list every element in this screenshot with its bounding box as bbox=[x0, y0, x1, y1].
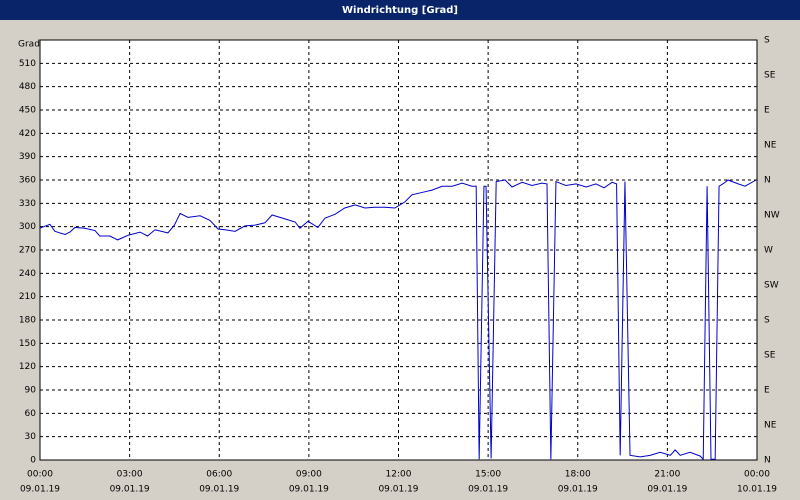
y2-tick-label: NW bbox=[764, 211, 780, 221]
plot-border bbox=[39, 39, 758, 461]
x-tick-date: 10.01.19 bbox=[737, 485, 777, 495]
y-tick-label: 90 bbox=[25, 386, 37, 396]
y2-tick-label: NE bbox=[764, 141, 777, 151]
y-axis-label: Grad bbox=[18, 40, 40, 50]
x-tick-date: 09.01.19 bbox=[647, 485, 687, 495]
y2-tick-label: SE bbox=[764, 71, 776, 81]
x-tick-label: 21:00 bbox=[654, 470, 680, 480]
x-tick-date: 09.01.19 bbox=[289, 485, 329, 495]
y-tick-label: 450 bbox=[19, 106, 36, 116]
y2-tick-label: W bbox=[764, 246, 773, 256]
y-tick-label: 240 bbox=[19, 269, 36, 279]
title-bar bbox=[0, 0, 800, 20]
y2-tick-label: N bbox=[764, 456, 771, 466]
x-tick-label: 06:00 bbox=[206, 470, 232, 480]
y-tick-label: 60 bbox=[25, 409, 37, 419]
x-tick-date: 09.01.19 bbox=[110, 485, 150, 495]
y2-tick-label: E bbox=[764, 106, 770, 116]
x-tick-label: 03:00 bbox=[117, 470, 143, 480]
y-tick-label: 30 bbox=[25, 432, 37, 442]
y-tick-label: 420 bbox=[19, 129, 36, 139]
y-tick-label: 120 bbox=[19, 362, 36, 372]
x-tick-date: 09.01.19 bbox=[468, 485, 508, 495]
y-tick-label: 510 bbox=[19, 59, 36, 69]
x-tick-label: 15:00 bbox=[475, 470, 501, 480]
y-tick-label: 390 bbox=[19, 152, 36, 162]
y-tick-label: 300 bbox=[19, 222, 36, 232]
y-tick-label: 180 bbox=[19, 316, 36, 326]
y2-tick-label: NE bbox=[764, 421, 777, 431]
y-tick-label: 270 bbox=[19, 246, 36, 256]
y-tick-label: 330 bbox=[19, 199, 36, 209]
x-tick-date: 09.01.19 bbox=[199, 485, 239, 495]
y-tick-label: 480 bbox=[19, 82, 36, 92]
x-tick-label: 00:00 bbox=[744, 470, 770, 480]
x-tick-date: 09.01.19 bbox=[378, 485, 418, 495]
y-tick-label: 150 bbox=[19, 339, 36, 349]
y-tick-label: 210 bbox=[19, 292, 36, 302]
y-tick-label: 360 bbox=[19, 176, 36, 186]
x-tick-date: 09.01.19 bbox=[558, 485, 598, 495]
x-tick-label: 00:00 bbox=[27, 470, 53, 480]
x-tick-label: 09:00 bbox=[296, 470, 322, 480]
chart-title: Windrichtung [Grad] bbox=[342, 5, 458, 16]
y2-tick-label: S bbox=[764, 316, 770, 326]
x-tick-label: 18:00 bbox=[565, 470, 591, 480]
x-tick-date: 09.01.19 bbox=[20, 485, 60, 495]
y-tick-label: 0 bbox=[30, 456, 36, 466]
y2-tick-label: E bbox=[764, 386, 770, 396]
y2-tick-label: S bbox=[764, 36, 770, 46]
line-series bbox=[39, 179, 757, 461]
y2-tick-label: N bbox=[764, 176, 771, 186]
y2-tick-label: SW bbox=[764, 281, 779, 291]
x-tick-label: 12:00 bbox=[386, 470, 412, 480]
y2-tick-label: SE bbox=[764, 351, 776, 361]
